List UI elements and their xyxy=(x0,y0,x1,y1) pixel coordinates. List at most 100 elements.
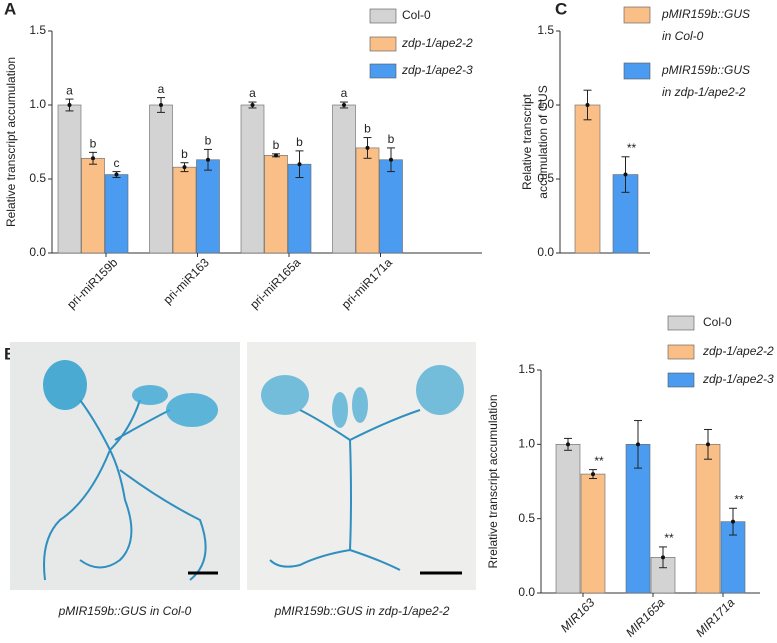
data-dot xyxy=(566,442,570,447)
bar xyxy=(332,104,356,254)
legend-label: zdp-1/ape2-3 xyxy=(702,372,774,386)
bar xyxy=(196,159,220,254)
panel-label: A xyxy=(4,0,16,18)
significance-label: b xyxy=(388,132,395,146)
significance-label: ** xyxy=(594,454,604,468)
y-tick-label: 1.5 xyxy=(537,23,554,37)
y-tick-label: 1.5 xyxy=(29,23,46,37)
data-dot xyxy=(182,165,187,170)
data-dot xyxy=(91,156,95,161)
bar xyxy=(355,147,380,254)
panel-label: C xyxy=(555,0,567,18)
significance-label: ** xyxy=(734,492,744,506)
legend-label: in Col-0 xyxy=(662,29,704,43)
y-tick-label: 0.5 xyxy=(29,171,46,185)
legend-swatch xyxy=(667,344,695,360)
bar xyxy=(264,155,288,254)
photo-right xyxy=(247,342,476,590)
significance-label: b xyxy=(90,137,97,151)
y-tick-label: 0.5 xyxy=(537,171,554,185)
significance-label: b xyxy=(181,147,188,161)
bar xyxy=(625,444,651,594)
legend-swatch xyxy=(623,6,651,24)
significance-label: c xyxy=(114,156,120,170)
data-dot xyxy=(67,103,72,107)
legend-swatch xyxy=(623,62,651,80)
x-tick-label: pri-miR163 xyxy=(160,255,212,307)
data-dot xyxy=(250,103,255,107)
significance-label: a xyxy=(341,86,348,100)
significance-label: a xyxy=(66,83,73,97)
data-dot xyxy=(706,442,710,447)
y-tick-label: 0.5 xyxy=(518,511,535,525)
data-dot xyxy=(623,172,628,177)
legend-label: zdp-1/ape2-3 xyxy=(401,63,473,77)
x-tick-label: MIR171a xyxy=(693,595,738,640)
y-axis-label: accumulation of GUS xyxy=(536,85,550,198)
bar xyxy=(695,444,721,594)
significance-label: b xyxy=(205,134,212,148)
significance-label: ** xyxy=(664,531,674,545)
y-tick-label: 1.0 xyxy=(518,437,535,451)
significance-label: a xyxy=(249,86,256,100)
significance-label: b xyxy=(364,122,371,136)
legend-label: zdp-1/ape2-2 xyxy=(401,36,473,50)
data-dot xyxy=(389,157,393,162)
data-dot xyxy=(274,153,278,158)
legend-label: Col-0 xyxy=(402,8,431,22)
y-tick-label: 1.0 xyxy=(537,97,554,111)
bar xyxy=(240,104,265,254)
y-tick-label: 0.0 xyxy=(29,245,46,259)
significance-label: a xyxy=(158,82,165,96)
bar xyxy=(81,157,105,254)
bar xyxy=(555,444,581,594)
bar xyxy=(172,166,197,254)
legend-label: pMIR159b::GUS xyxy=(661,7,750,21)
bar xyxy=(580,473,606,594)
caption: pMIR159b::GUS in zdp-1/ape2-2 xyxy=(274,604,450,618)
legend-label: in zdp-1/ape2-2 xyxy=(662,85,746,99)
legend-swatch xyxy=(667,315,695,331)
bar xyxy=(104,174,129,254)
y-tick-label: 0.0 xyxy=(537,245,554,259)
x-tick-label: pri-miR165a xyxy=(247,255,303,311)
data-dot xyxy=(661,555,665,560)
legend-swatch xyxy=(369,63,397,79)
data-dot xyxy=(206,157,210,162)
significance-label: b xyxy=(296,135,303,149)
data-dot xyxy=(731,519,735,524)
bar xyxy=(149,104,173,254)
y-axis-label: Relative transcript accumulation xyxy=(4,57,18,227)
legend-swatch xyxy=(667,372,695,388)
y-axis-label: Rrelative transcript accumulation xyxy=(486,394,500,568)
x-tick-label: pri-miR159b xyxy=(64,255,120,311)
significance-label: ** xyxy=(627,141,637,155)
significance-label: b xyxy=(273,138,280,152)
data-dot xyxy=(297,162,302,167)
data-dot xyxy=(159,103,163,107)
caption: pMIR159b::GUS in Col-0 xyxy=(58,604,192,618)
legend-swatch xyxy=(369,8,397,24)
data-dot xyxy=(585,103,590,107)
legend-label: zdp-1/ape2-2 xyxy=(702,344,774,358)
data-dot xyxy=(114,172,119,177)
bar xyxy=(57,104,82,254)
bar xyxy=(379,159,403,254)
y-axis-label: Relative transcript xyxy=(520,93,534,190)
data-dot xyxy=(342,103,346,107)
y-tick-label: 1.5 xyxy=(518,362,535,376)
x-tick-label: pri-miR171a xyxy=(339,255,395,311)
legend-label: pMIR159b::GUS xyxy=(661,63,750,77)
x-tick-label: MIR163 xyxy=(558,595,598,635)
legend-swatch xyxy=(369,36,397,52)
y-tick-label: 1.0 xyxy=(29,97,46,111)
bar xyxy=(574,104,601,254)
data-dot xyxy=(365,145,370,150)
x-tick-label: MIR165a xyxy=(623,595,668,640)
data-dot xyxy=(591,472,595,477)
y-tick-label: 0.0 xyxy=(518,585,535,599)
photo-left xyxy=(10,342,240,590)
data-dot xyxy=(636,442,640,447)
legend-label: Col-0 xyxy=(703,315,732,329)
